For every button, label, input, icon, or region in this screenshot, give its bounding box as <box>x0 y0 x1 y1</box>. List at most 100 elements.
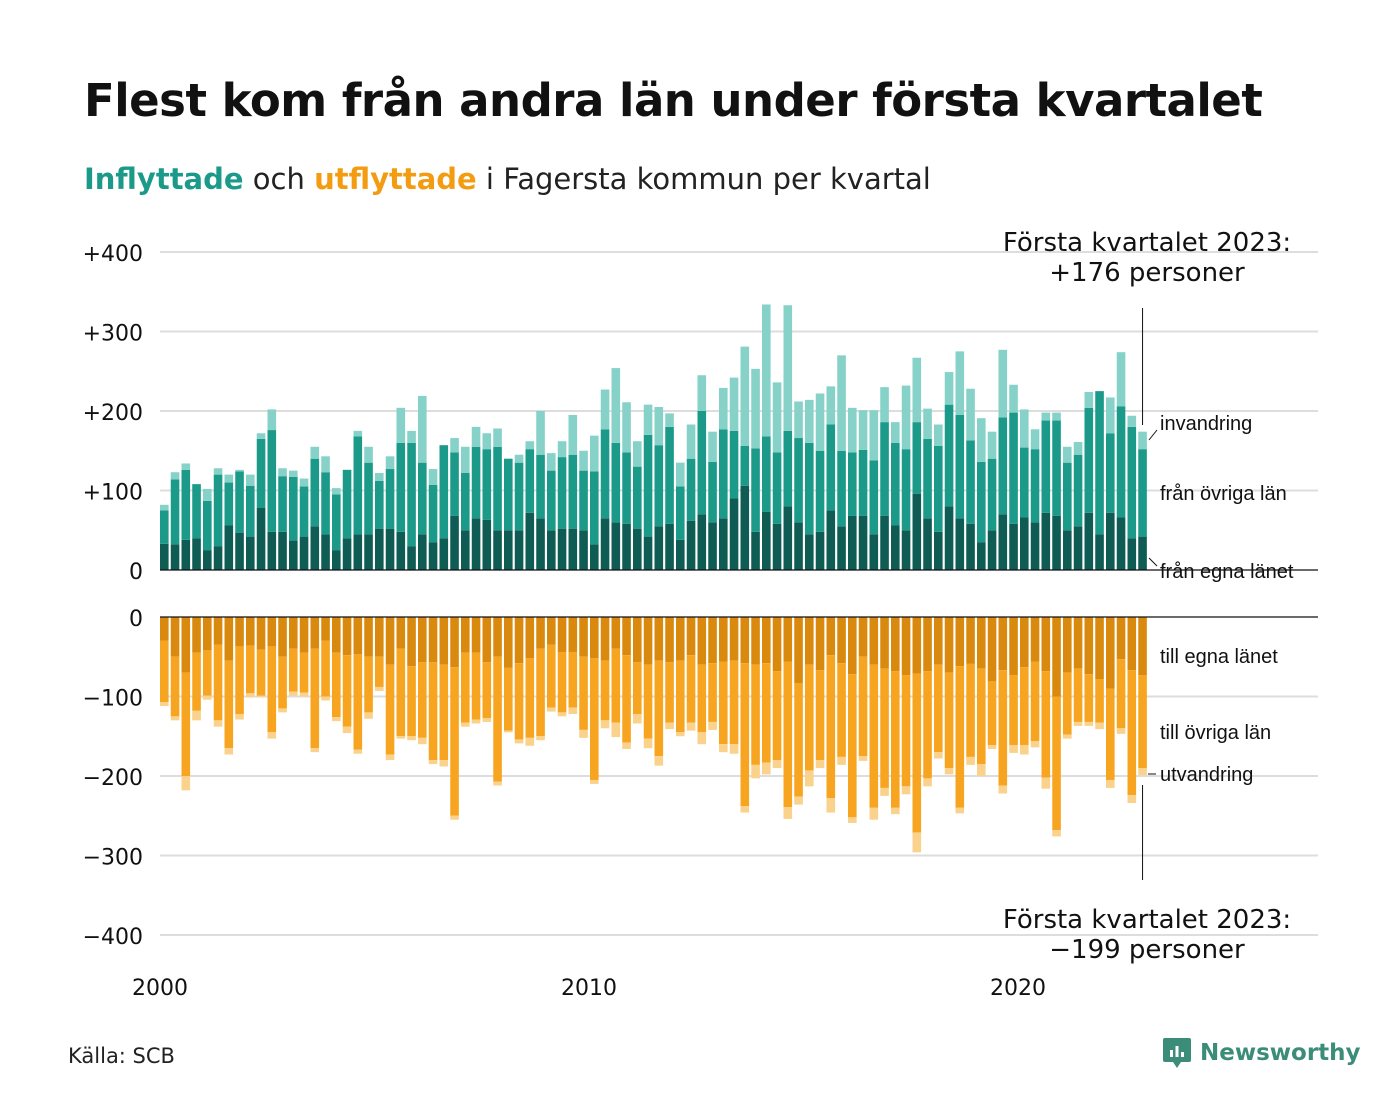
bar-in-other <box>525 449 535 513</box>
bar-in-local <box>568 528 578 570</box>
bar-out-emigration <box>955 807 965 814</box>
bar-in-local <box>504 530 513 570</box>
bar-out-local <box>568 617 578 652</box>
bar-in-other <box>224 482 234 526</box>
bar-out-local <box>385 617 395 665</box>
bar-in-other <box>332 494 341 551</box>
bar-out-other <box>1052 696 1061 831</box>
bar-in-local <box>428 542 438 570</box>
bar-in-other <box>1095 391 1104 535</box>
bar-in-other <box>751 448 760 532</box>
bar-out-other <box>762 663 771 763</box>
bar-out-emigration <box>321 696 330 701</box>
bar-out-emigration <box>418 737 427 745</box>
bar-in-local <box>246 536 255 570</box>
bar-in-local <box>665 523 674 570</box>
bar-out-emigration <box>869 807 879 820</box>
bar-in-other <box>1138 449 1147 537</box>
newsworthy-brand: Newsworthy <box>1200 1040 1361 1066</box>
bar-in-immigration <box>923 408 932 439</box>
bar-out-emigration <box>934 752 943 759</box>
bar-in-other <box>170 479 180 545</box>
bar-out-local <box>525 617 535 659</box>
bar-out-local <box>923 617 932 672</box>
bar-in-immigration <box>203 488 212 501</box>
bar-out-emigration <box>1020 744 1029 755</box>
bar-in-other <box>783 430 793 507</box>
bar-out-emigration <box>493 781 502 786</box>
bar-in-local <box>203 550 212 570</box>
bar-in-immigration <box>848 407 857 453</box>
bar-out-local <box>600 617 610 661</box>
legend-leader-fran-egna <box>1148 557 1158 567</box>
bar-out-emigration <box>977 764 986 776</box>
bar-out-local <box>805 617 814 665</box>
bar-in-local <box>901 530 911 570</box>
bar-out-emigration <box>880 787 889 796</box>
bar-out-emigration <box>901 786 911 795</box>
bar-in-immigration <box>396 407 406 443</box>
bar-in-local <box>310 526 320 570</box>
bar-in-local <box>1116 517 1126 570</box>
bar-out-other <box>536 648 545 737</box>
bar-in-local <box>396 531 406 570</box>
bar-out-emigration <box>590 779 599 784</box>
bar-in-immigration <box>880 387 889 423</box>
bar-out-other <box>461 652 470 723</box>
bar-in-other <box>493 446 502 531</box>
bar-in-other <box>891 442 900 526</box>
bar-in-other <box>439 445 449 539</box>
bar-in-local <box>622 523 631 570</box>
bar-out-emigration <box>891 807 900 815</box>
bar-in-local <box>611 522 621 570</box>
bar-in-local <box>407 546 416 570</box>
bar-out-local <box>697 617 707 665</box>
bar-out-emigration <box>439 760 449 767</box>
bar-in-local <box>224 525 234 570</box>
bar-out-local <box>912 617 922 674</box>
bar-out-other <box>858 656 868 757</box>
bar-out-other <box>966 663 975 757</box>
bar-in-local <box>256 507 266 570</box>
bar-out-emigration <box>740 806 750 813</box>
bar-out-other <box>1127 670 1137 796</box>
bar-in-other <box>837 450 846 527</box>
bar-in-immigration <box>547 453 556 471</box>
bar-in-immigration <box>160 504 169 511</box>
bar-out-other <box>697 664 707 733</box>
bar-out-local <box>1106 617 1115 689</box>
bar-in-other <box>1063 462 1072 531</box>
bar-out-local <box>1116 617 1126 660</box>
bar-out-emigration <box>794 796 803 805</box>
bar-out-other <box>987 681 997 745</box>
bar-out-emigration <box>944 768 954 775</box>
bar-in-other <box>267 430 277 532</box>
bar-in-local <box>1073 526 1083 570</box>
bar-in-local <box>600 518 610 570</box>
bar-out-local <box>740 617 750 664</box>
bar-out-emigration <box>826 798 836 813</box>
bar-in-local <box>912 493 922 570</box>
bar-in-local <box>170 544 180 570</box>
bar-in-immigration <box>471 426 481 447</box>
bar-in-local <box>966 523 975 570</box>
bar-out-other <box>1095 679 1104 723</box>
bar-out-other <box>299 652 309 693</box>
bar-out-other <box>783 661 793 808</box>
bar-out-local <box>676 617 685 661</box>
bar-out-other <box>934 664 943 753</box>
xtick-label: 2010 <box>561 976 617 1001</box>
bar-out-local <box>633 617 642 663</box>
bar-out-other <box>611 648 621 723</box>
bar-out-emigration <box>1138 768 1147 776</box>
bar-out-emigration <box>987 744 997 749</box>
bar-out-local <box>170 617 180 657</box>
bar-out-local <box>1127 617 1137 671</box>
bar-in-local <box>987 530 997 570</box>
bar-out-emigration <box>160 702 169 707</box>
bar-in-immigration <box>719 387 728 430</box>
chart-subtitle: Inflyttade och utflyttade i Fagersta kom… <box>84 162 931 196</box>
bar-in-other <box>407 442 416 547</box>
bar-in-other <box>1073 454 1083 527</box>
bar-in-other <box>353 436 363 535</box>
